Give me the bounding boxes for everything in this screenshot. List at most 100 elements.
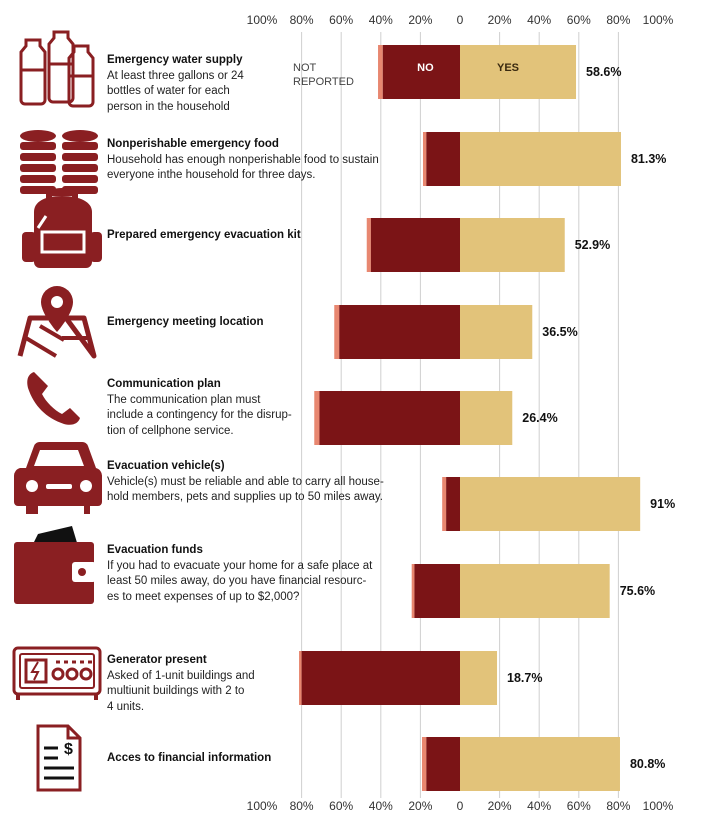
tick-label: 100% <box>247 799 278 813</box>
bar-yes <box>460 651 498 705</box>
bar-yes <box>460 132 621 186</box>
row-label-vehicle: Evacuation vehicle(s) Vehicle(s) must be… <box>107 459 417 506</box>
legend-yes-label: YES <box>497 62 519 74</box>
row-title: Evacuation funds <box>107 544 203 556</box>
generator-icon <box>12 646 102 700</box>
bar-no <box>301 651 460 705</box>
bar-no <box>382 45 460 99</box>
row-label-kit: Prepared emergency evacuation kit <box>107 228 397 244</box>
tick-label: 20% <box>488 13 512 27</box>
row-desc-line: The communication plan must <box>107 393 261 406</box>
tick-label: 80% <box>606 799 630 813</box>
legend-no-label: NO <box>417 62 434 74</box>
legend-not-reported-label: NOT <box>293 62 317 74</box>
bar-yes <box>460 477 641 531</box>
tick-label: 100% <box>643 13 674 27</box>
row-label-water: Emergency water supply At least three ga… <box>107 53 397 115</box>
phone-icon <box>27 372 80 425</box>
bar-not-reported <box>314 391 320 445</box>
tick-label: 100% <box>643 799 674 813</box>
backpack-icon <box>22 188 102 268</box>
tick-label: 100% <box>247 13 278 27</box>
row-desc-line: Asked of 1-unit buildings and <box>107 669 255 682</box>
tick-label: 80% <box>290 799 314 813</box>
bar-no <box>446 477 460 531</box>
bar-not-reported <box>366 218 371 272</box>
bar-not-reported <box>378 45 383 99</box>
tick-label: 60% <box>329 13 353 27</box>
bar-not-reported <box>421 737 427 791</box>
tick-label: 20% <box>488 799 512 813</box>
tick-label: 20% <box>408 13 432 27</box>
row-title: Prepared emergency evacuation kit <box>107 229 301 241</box>
row-label-generator: Generator present Asked of 1-unit buildi… <box>107 653 397 715</box>
row-desc-line: hold members, pets and supplies up to 50… <box>107 491 383 503</box>
row-desc-line: Household has enough nonperishable food … <box>107 153 379 166</box>
tick-label: 0 <box>457 13 464 27</box>
value-label: 52.9% <box>575 238 610 252</box>
row-desc-line: If you had to evacuate your home for a s… <box>107 559 373 572</box>
value-label: 18.7% <box>507 671 542 685</box>
value-label: 75.6% <box>620 584 655 598</box>
row-desc-line: person in the household <box>107 100 230 113</box>
row-desc-line: multiunit buildings with 2 to <box>107 685 245 697</box>
car-icon <box>13 441 102 514</box>
row-title: Nonperishable emergency food <box>107 138 279 150</box>
bar-yes <box>460 391 513 445</box>
row-label-communication: Communication plan The communication pla… <box>107 377 397 439</box>
tick-label: 60% <box>567 799 591 813</box>
row-label-food: Nonperishable emergency food Household h… <box>107 137 407 184</box>
value-label: 58.6% <box>586 65 621 79</box>
tick-label: 80% <box>606 13 630 27</box>
row-title: Evacuation vehicle(s) <box>107 460 225 472</box>
row-title: Communication plan <box>107 378 221 390</box>
value-label: 36.5% <box>542 325 577 339</box>
value-label: 80.8% <box>630 757 665 771</box>
bar-yes <box>460 564 610 618</box>
tick-label: 40% <box>527 13 551 27</box>
row-desc-line: 4 units. <box>107 700 145 713</box>
bar-not-reported <box>299 651 302 705</box>
value-label: 81.3% <box>631 152 666 166</box>
tick-label: 40% <box>369 799 393 813</box>
row-desc-line: include a contingency for the disrup- <box>107 409 292 421</box>
bar-no <box>426 737 460 791</box>
bar-yes <box>460 218 565 272</box>
tick-label: 80% <box>290 13 314 27</box>
row-title: Emergency meeting location <box>107 316 264 328</box>
bar-not-reported <box>422 132 427 186</box>
svg-text:$: $ <box>64 741 73 758</box>
tick-label: 40% <box>527 799 551 813</box>
wallet-icon <box>14 526 96 604</box>
row-desc-line: Vehicle(s) must be reliable and able to … <box>107 475 384 488</box>
bar-no <box>319 391 460 445</box>
row-desc-line: At least three gallons or 24 <box>107 69 244 82</box>
tick-label: 20% <box>408 799 432 813</box>
bar-no <box>426 132 460 186</box>
row-label-funds: Evacuation funds If you had to evacuate … <box>107 543 397 605</box>
legend-not-reported-label: REPORTED <box>293 76 354 88</box>
bar-not-reported <box>411 564 415 618</box>
row-label-meeting: Emergency meeting location <box>107 315 397 331</box>
bar-yes <box>460 45 577 99</box>
row-title: Acces to financial information <box>107 752 272 764</box>
row-desc-line: everyone inthe household for three days. <box>107 169 316 181</box>
row-label-financial-info: Acces to financial information <box>107 751 397 767</box>
row-desc-line: tion of cellphone service. <box>107 424 234 437</box>
bar-no <box>414 564 460 618</box>
tick-label: 60% <box>329 799 353 813</box>
bar-not-reported <box>442 477 447 531</box>
water-bottles-icon <box>19 30 95 108</box>
row-desc-line: least 50 miles away, do you have financi… <box>107 575 367 587</box>
financial-document-icon: $ <box>36 724 82 792</box>
tick-label: 0 <box>457 799 464 813</box>
bar-yes <box>460 737 620 791</box>
bar-no <box>370 218 460 272</box>
value-label: 91% <box>650 497 675 511</box>
bar-not-reported <box>334 305 340 359</box>
map-pin-icon <box>17 286 97 359</box>
tick-label: 60% <box>567 13 591 27</box>
row-title: Generator present <box>107 654 207 666</box>
